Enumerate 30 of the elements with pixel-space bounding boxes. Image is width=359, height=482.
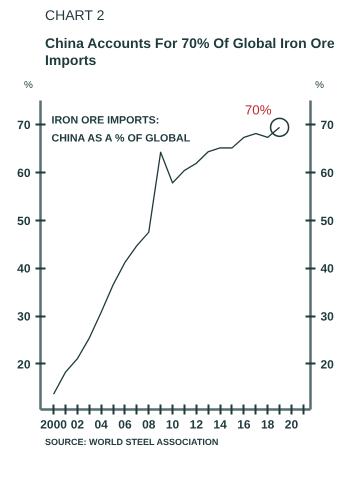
y2-tick-label: 50 — [320, 213, 334, 228]
x-tick-label: 2000 — [40, 417, 68, 432]
y-tick-label: 60 — [17, 165, 31, 180]
x-tick-label: 06 — [118, 417, 132, 432]
x-tick-label: 20 — [284, 417, 298, 432]
y2-axis-title: % — [315, 78, 324, 93]
annotation: 70% — [244, 102, 272, 117]
y-tick-label: 50 — [17, 213, 31, 228]
chart-title: China Accounts For 70% Of Global Iron Ore Imports — [45, 35, 336, 69]
y2-tick-label: 40 — [320, 261, 334, 276]
y-tick-label: 70 — [17, 118, 31, 132]
y-axis-title: % — [24, 78, 33, 93]
chart-subtitle: CHART 2 — [45, 6, 104, 25]
x-tick-label: 02 — [70, 417, 84, 432]
x-tick-label: 04 — [94, 417, 108, 432]
y2-tick-label: 60 — [320, 165, 334, 180]
y2-tick-label: 20 — [320, 357, 334, 372]
x-tick-label: 18 — [261, 417, 275, 432]
annotation: IRON ORE IMPORTS: CHINA AS A % OF GLOBAL — [52, 114, 191, 144]
y-tick-label: 40 — [17, 261, 31, 276]
x-tick-label: 14 — [213, 417, 228, 432]
x-tick-label: 16 — [237, 417, 251, 432]
y2-tick-label: 30 — [320, 309, 334, 324]
source-note: SOURCE: WORLD STEEL ASSOCIATION — [45, 436, 218, 448]
x-tick-label: 10 — [166, 417, 180, 432]
x-tick-label: 08 — [142, 417, 156, 432]
x-tick-label: 12 — [190, 417, 204, 432]
y2-tick-label: 70 — [320, 118, 334, 132]
y-tick-label: 20 — [17, 357, 31, 372]
y-tick-label: 30 — [17, 309, 31, 324]
